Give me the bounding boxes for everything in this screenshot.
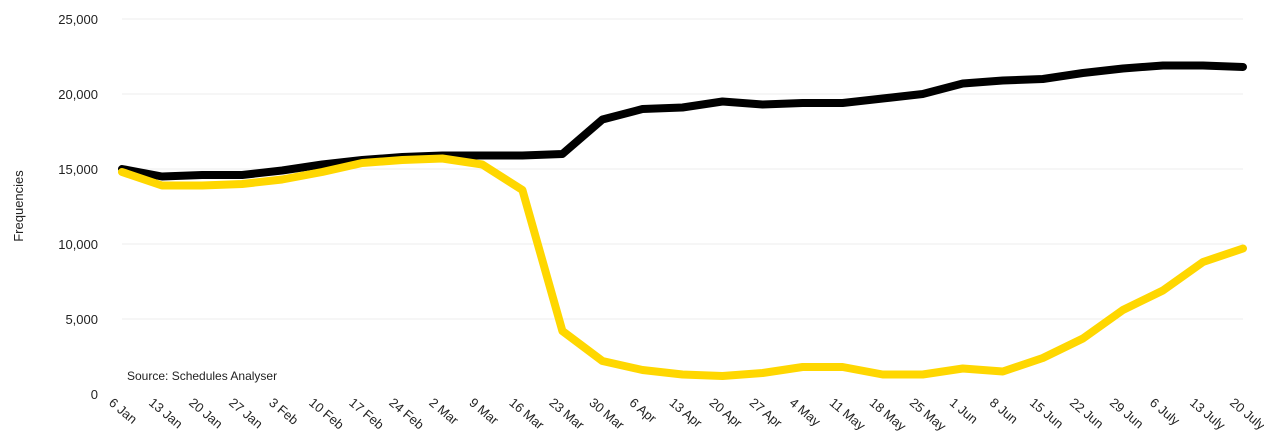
x-tick-label: 11 May [827, 395, 869, 434]
x-tick-label: 23 Mar [546, 395, 587, 433]
y-tick-label: 0 [91, 387, 98, 402]
x-tick-label: 20 Apr [707, 395, 746, 431]
x-tick-label: 9 Mar [466, 395, 502, 428]
x-tick-label: 17 Feb [346, 395, 387, 433]
y-tick-label: 20,000 [58, 87, 98, 102]
y-tick-label: 15,000 [58, 162, 98, 177]
y-tick-label: 25,000 [58, 12, 98, 27]
y-axis-label: Frequencies [11, 170, 26, 242]
x-tick-label: 13 Apr [667, 395, 706, 431]
x-tick-label: 8 Jun [987, 395, 1021, 427]
x-tick-label: 2 Mar [426, 395, 462, 428]
x-tick-label: 1 Jun [947, 395, 981, 427]
y-axis-ticks: 0 5,000 10,000 15,000 20,000 25,000 [58, 12, 98, 402]
x-tick-label: 25 May [907, 395, 950, 434]
x-tick-label: 4 May [787, 395, 824, 430]
x-tick-label: 29 Jun [1107, 395, 1147, 432]
x-tick-label: 15 Jun [1027, 395, 1067, 432]
source-note: Source: Schedules Analyser [127, 369, 277, 383]
x-tick-label: 24 Feb [386, 395, 427, 433]
x-tick-label: 27 Jan [226, 395, 266, 432]
x-tick-label: 22 Jun [1067, 395, 1107, 432]
x-tick-label: 6 Apr [627, 395, 660, 426]
x-tick-label: 13 July [1187, 395, 1229, 433]
x-tick-label: 30 Mar [587, 395, 628, 433]
x-tick-label: 16 Mar [506, 395, 547, 433]
series-line-yellow [118, 154, 1247, 380]
series-lines [118, 61, 1247, 380]
x-tick-label: 13 Jan [146, 395, 186, 432]
x-tick-label: 10 Feb [306, 395, 347, 433]
x-tick-label: 27 Apr [747, 395, 786, 431]
y-tick-label: 10,000 [58, 237, 98, 252]
x-tick-label: 3 Feb [266, 395, 301, 428]
series-line-black [118, 61, 1247, 181]
x-axis-ticks: 6 Jan 13 Jan 20 Jan 27 Jan 3 Feb 10 Feb 17 Feb… [106, 395, 1264, 434]
x-tick-label: 20 Jan [186, 395, 226, 432]
x-tick-label: 6 July [1147, 395, 1183, 429]
x-tick-label: 18 May [867, 395, 910, 434]
y-tick-label: 5,000 [65, 312, 98, 327]
x-tick-label: 6 Jan [106, 395, 140, 427]
x-tick-label: 20 July [1227, 395, 1264, 433]
